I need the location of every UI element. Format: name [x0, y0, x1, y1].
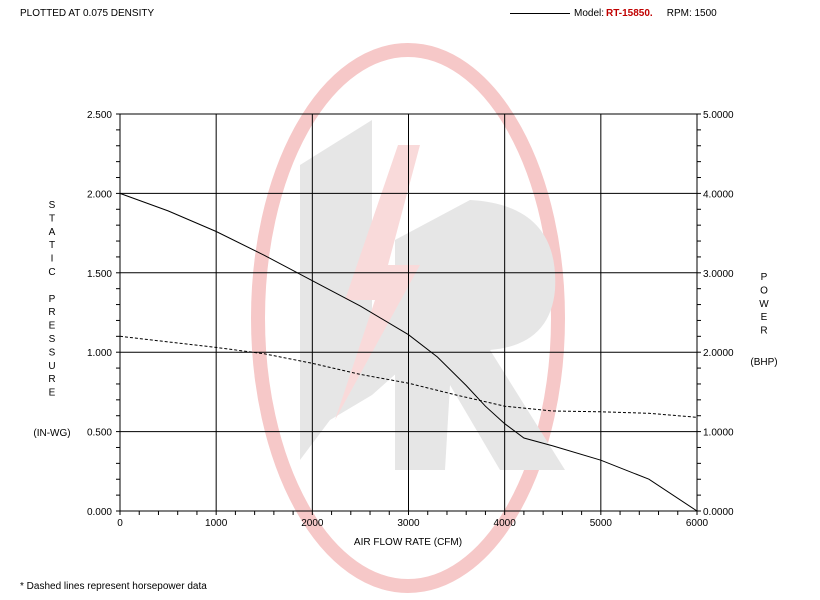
x-tick-label: 5000 [590, 518, 613, 529]
watermark-letter-r [395, 200, 565, 470]
x-tick-label: 1000 [205, 518, 228, 529]
y-left-label-letter: I [51, 254, 54, 265]
y-left-tick-label: 2.500 [87, 110, 112, 121]
y-right-label-letter: P [761, 272, 768, 283]
y-right-label-letter: W [759, 299, 769, 310]
y-left-label-letter: R [48, 307, 55, 318]
tick-labels: 0 1000 2000 3000 4000 5000 6000 0.000 0.500 1.000… [87, 110, 734, 529]
chart-grid [119, 113, 698, 512]
y-right-tick-label: 2.0000 [703, 348, 734, 359]
chart-series [119, 192, 698, 512]
x-tick-label: 4000 [494, 518, 517, 529]
watermark-bolt [335, 145, 420, 420]
static-pressure-curve-line [119, 192, 698, 512]
company-logo-watermark [251, 43, 565, 593]
y-left-label-letter: S [49, 200, 56, 211]
y-left-label-letter: P [49, 294, 56, 305]
y-left-tick-label: 1.000 [87, 348, 112, 359]
x-tick-label: 0 [117, 518, 123, 529]
model-value: RT-15850. [606, 8, 653, 19]
y-left-tick-label: 0.000 [87, 507, 112, 518]
y-left-label-letter: U [48, 361, 55, 372]
power-curve-line [119, 335, 698, 418]
y-left-label-letter: T [49, 213, 55, 224]
tick-marks [116, 113, 701, 515]
y-left-label-letter: S [49, 347, 56, 358]
footnote: * Dashed lines represent horsepower data [20, 581, 207, 592]
y-right-tick-label: 0.0000 [703, 507, 734, 518]
watermark-letter-k [300, 120, 445, 460]
y-axis-left-unit: (IN-WG) [33, 428, 70, 439]
rpm-label: RPM: 1500 [666, 8, 717, 19]
x-tick-label: 2000 [301, 518, 324, 529]
density-note: PLOTTED AT 0.075 DENSITY [20, 8, 155, 19]
y-left-tick-label: 0.500 [87, 428, 112, 439]
y-right-label-letter: E [761, 312, 768, 323]
y-left-tick-label: 1.500 [87, 269, 112, 280]
y-left-tick-label: 2.000 [87, 189, 112, 200]
y-right-label-letter: R [760, 326, 767, 337]
chart-legend: Model: RT-15850. RPM: 1500 [510, 8, 717, 19]
y-right-tick-label: 4.0000 [703, 189, 734, 200]
legend-line-sample [510, 13, 570, 14]
y-right-tick-label: 1.0000 [703, 428, 734, 439]
y-left-label-letter: E [49, 388, 56, 399]
x-tick-label: 6000 [686, 518, 709, 529]
y-left-label-letter: A [49, 227, 56, 238]
y-left-label-letter: C [48, 267, 55, 278]
y-right-tick-label: 3.0000 [703, 269, 734, 280]
y-left-label-letter: T [49, 240, 55, 251]
y-right-label-letter: O [760, 285, 768, 296]
y-right-tick-label: 5.0000 [703, 110, 734, 121]
model-label: Model: [574, 8, 605, 19]
y-left-label-letter: R [48, 374, 55, 385]
y-left-label-letter: E [49, 321, 56, 332]
x-tick-label: 3000 [397, 518, 420, 529]
x-axis-label: AIR FLOW RATE (CFM) [354, 537, 462, 548]
y-axis-right-unit: (BHP) [750, 357, 777, 368]
y-left-label-letter: S [49, 334, 56, 345]
watermark-ring [251, 43, 565, 593]
